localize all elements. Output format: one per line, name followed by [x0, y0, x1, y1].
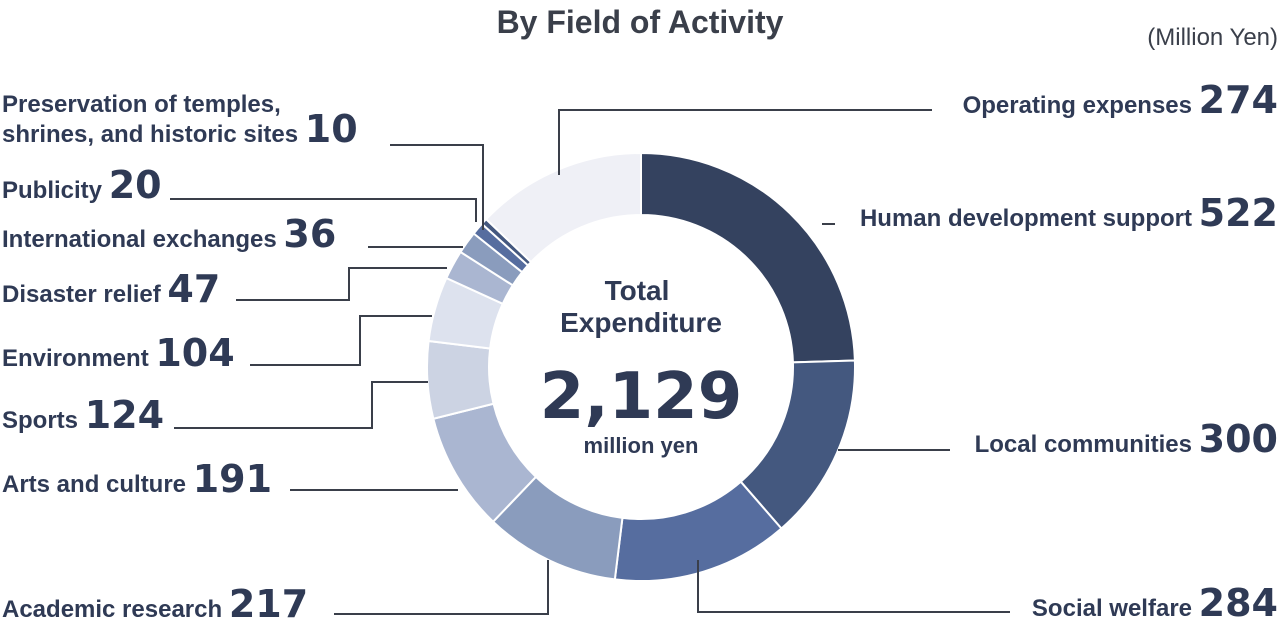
leader-line-publicity [170, 198, 477, 222]
slice-label-local-communities: Local communities 300 [975, 417, 1278, 461]
leader-line-operating-expenses [558, 109, 932, 175]
slice-label-publicity: Publicity 20 [2, 163, 162, 207]
slice-sports [426, 339, 495, 420]
slice-labels-group: Human development support 522 Local commu… [2, 78, 1278, 626]
slice-label-disaster-relief: Disaster relief 47 [2, 267, 220, 311]
slice-label-human-development-support: Human development support 522 [860, 191, 1278, 235]
leader-line-sports [174, 381, 428, 429]
slice-label-environment: Environment 104 [2, 331, 235, 375]
leader-lines-group [170, 109, 1010, 615]
leader-line-social-welfare [697, 560, 1010, 613]
center-label-line1: Total [605, 275, 670, 306]
slice-label-operating-expenses: Operating expenses 274 [963, 78, 1278, 122]
leader-line-environment [250, 315, 432, 366]
center-total: 2,129 [540, 360, 742, 434]
leader-line-academic-research [334, 560, 549, 615]
chart-title: By Field of Activity [497, 4, 784, 40]
center-unit: million yen [584, 433, 699, 458]
center-label-line2: Expenditure [560, 307, 722, 338]
slice-human-development-support [640, 151, 856, 364]
slice-label-academic-research: Academic research 217 [2, 582, 308, 626]
leader-line-preservation-of-temples-shrines-and-historic-sites [390, 144, 484, 230]
slice-operating-expenses [484, 151, 642, 264]
slice-label-arts-and-culture: Arts and culture 191 [2, 457, 272, 501]
slice-label-social-welfare: Social welfare 284 [1032, 581, 1278, 625]
slice-label-sports: Sports 124 [2, 393, 164, 437]
leader-line-disaster-relief [236, 267, 447, 301]
slice-label-preservation-of-temples-shrines-and-historic-sites: Preservation of temples, shrines, and his… [2, 91, 358, 151]
slice-label-international-exchanges: International exchanges 36 [2, 212, 336, 256]
unit-note: (Million Yen) [1147, 24, 1278, 51]
